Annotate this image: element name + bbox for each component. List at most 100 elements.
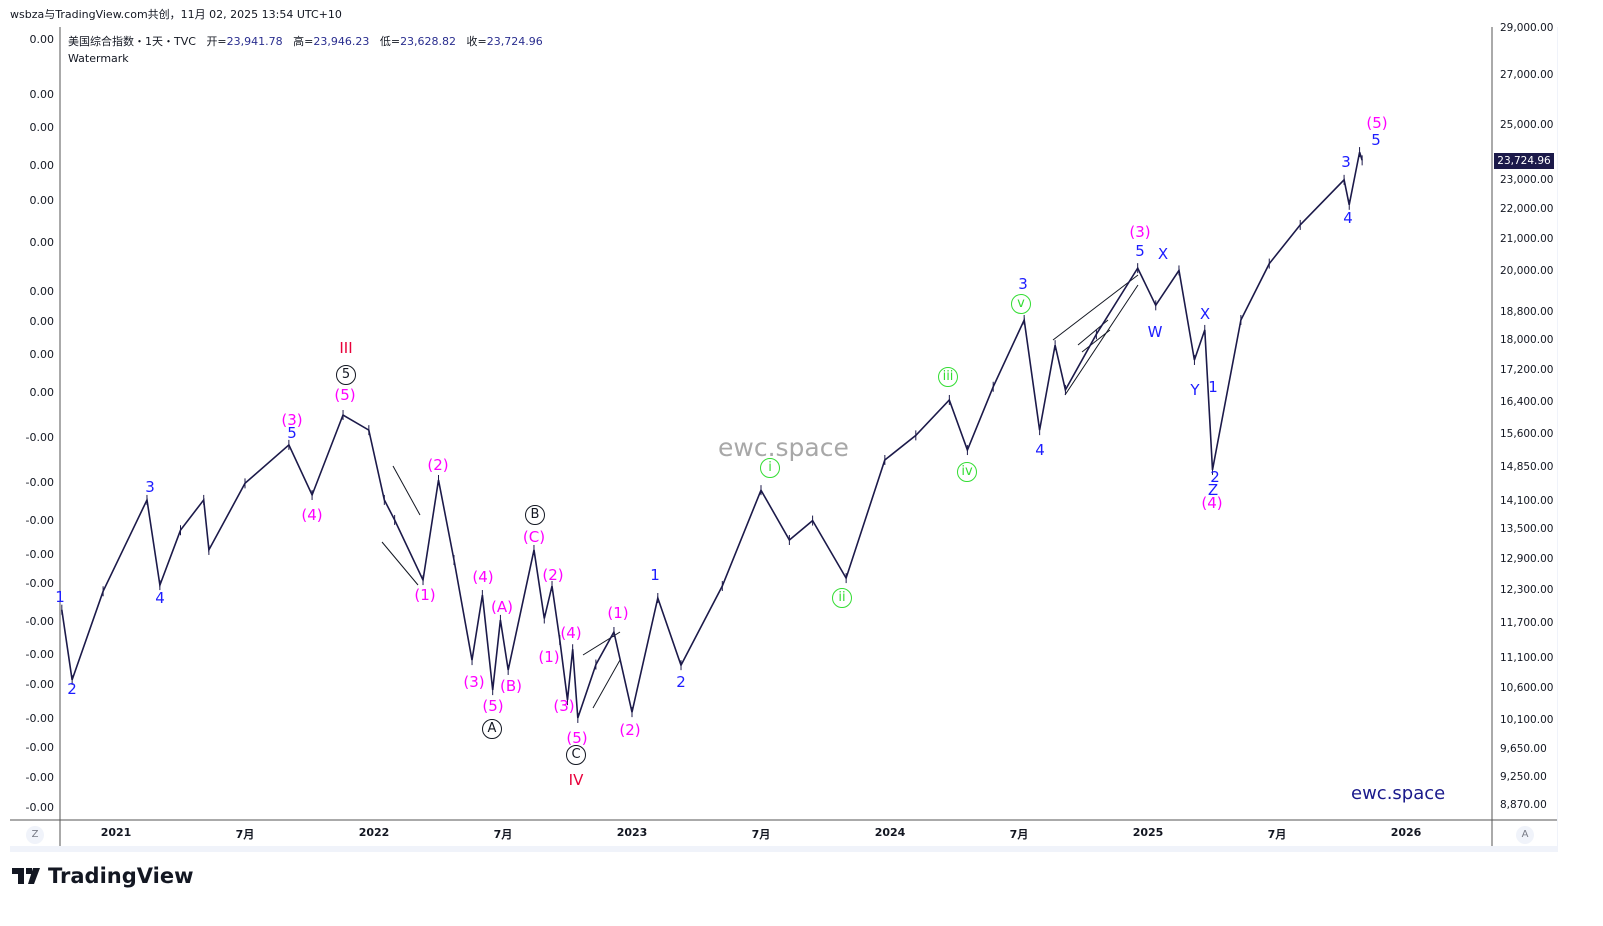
left-tick-label: 0.00: [29, 348, 55, 361]
left-tick-label: 0.00: [29, 285, 55, 298]
wave-label[interactable]: (C): [522, 528, 546, 546]
left-tick-label: -0.00: [25, 678, 54, 691]
price-tick-label: 8,870.00: [1500, 798, 1547, 811]
left-tick-label: 0.00: [29, 315, 55, 328]
wave-label[interactable]: 3: [145, 478, 155, 496]
wave-label[interactable]: (5): [334, 386, 356, 404]
high-value: 23,946.23: [313, 35, 370, 48]
open-value: 23,941.78: [226, 35, 283, 48]
wave-label[interactable]: (4): [560, 624, 582, 642]
price-tick-label: 13,500.00: [1500, 523, 1554, 536]
wave-label[interactable]: Y: [1190, 381, 1200, 399]
time-tick-label: 2024: [874, 826, 906, 839]
wave-label[interactable]: (4): [301, 506, 323, 524]
wave-label[interactable]: X: [1199, 305, 1211, 323]
wave-label[interactable]: (1): [538, 648, 560, 666]
price-tick-label: 23,000.00: [1500, 173, 1554, 186]
price-tick-label: 14,100.00: [1500, 494, 1554, 507]
wave-label[interactable]: (5): [482, 697, 504, 715]
wave-label[interactable]: (1): [414, 586, 436, 604]
left-tick-label: -0.00: [25, 476, 54, 489]
wave-label[interactable]: (3): [463, 673, 485, 691]
price-tick-label: 12,900.00: [1500, 553, 1554, 566]
wave-label[interactable]: (4): [472, 568, 494, 586]
wave-label[interactable]: iii: [938, 367, 958, 387]
wave-label[interactable]: 5: [1135, 242, 1145, 260]
chart-legend: 美国综合指数・1天・TVC 开=23,941.78 高=23,946.23 低=…: [68, 35, 543, 65]
time-tick-label: 7月: [1267, 828, 1287, 841]
wave-label[interactable]: iv: [957, 462, 977, 482]
price-tick-label: 21,000.00: [1500, 233, 1554, 246]
time-tick-label: 2022: [358, 826, 390, 839]
left-tick-label: -0.00: [25, 431, 54, 444]
price-line: [61, 151, 1363, 719]
price-tick-label: 18,000.00: [1500, 334, 1554, 347]
wave-label[interactable]: 4: [1343, 209, 1353, 227]
price-tick-label: 11,700.00: [1500, 617, 1554, 630]
wave-label[interactable]: A: [482, 719, 502, 739]
wave-label[interactable]: (2): [619, 721, 641, 739]
auto-scale-button[interactable]: A: [1516, 826, 1534, 844]
wave-label[interactable]: 1: [1208, 378, 1218, 396]
wave-label[interactable]: IV: [568, 771, 584, 789]
wave-label[interactable]: 5: [336, 365, 356, 385]
wave-label[interactable]: 4: [1035, 441, 1045, 459]
wave-label[interactable]: Z: [1207, 481, 1219, 499]
price-tick-label: 9,650.00: [1500, 743, 1547, 756]
wave-label[interactable]: 5: [1371, 131, 1381, 149]
wave-label[interactable]: (B): [500, 677, 522, 695]
low-value: 23,628.82: [400, 35, 457, 48]
wave-label[interactable]: (3): [553, 697, 575, 715]
left-tick-label: -0.00: [25, 577, 54, 590]
wave-label[interactable]: (5): [1366, 114, 1388, 132]
time-tick-label: 7月: [1009, 828, 1029, 841]
price-tick-label: 27,000.00: [1500, 68, 1554, 81]
wave-label[interactable]: (2): [427, 456, 449, 474]
wave-label[interactable]: (A): [491, 598, 513, 616]
wave-label[interactable]: 2: [1210, 468, 1220, 486]
wave-label[interactable]: (3): [281, 411, 303, 429]
wave-label[interactable]: i: [760, 458, 780, 478]
wave-label[interactable]: 1: [55, 588, 65, 606]
price-series: [61, 147, 1363, 723]
price-tick-label: 11,100.00: [1500, 651, 1554, 664]
wave-label[interactable]: 5: [287, 424, 297, 442]
wave-label[interactable]: (3): [1129, 223, 1151, 241]
time-tick-label: 2026: [1390, 826, 1422, 839]
wave-label[interactable]: X: [1157, 245, 1169, 263]
wave-label[interactable]: (2): [542, 566, 564, 584]
chart-frame: [10, 27, 1558, 852]
price-tick-label: 20,000.00: [1500, 265, 1554, 278]
price-tick-label: 15,600.00: [1500, 428, 1554, 441]
left-tick-label: 0.00: [29, 33, 55, 46]
time-tick-label: 7月: [751, 828, 771, 841]
wave-label[interactable]: C: [566, 745, 586, 765]
price-tick-label: 25,000.00: [1500, 119, 1554, 131]
wave-label[interactable]: 4: [155, 589, 165, 607]
left-tick-label: -0.00: [25, 741, 54, 754]
tradingview-logo[interactable]: TradingView: [12, 864, 193, 888]
wave-label[interactable]: (5): [566, 729, 588, 747]
wave-label[interactable]: (1): [607, 604, 629, 622]
wave-label[interactable]: 3: [1018, 275, 1028, 293]
price-tick-label: 18,800.00: [1500, 305, 1554, 318]
symbol-label[interactable]: 美国综合指数・1天・TVC: [68, 35, 196, 48]
wave-label[interactable]: 3: [1341, 153, 1351, 171]
wave-label[interactable]: 2: [676, 673, 686, 691]
left-tick-label: 0.00: [29, 88, 55, 101]
chart-caption: wsbza与TradingView.com共创，11月 02, 2025 13:…: [10, 8, 342, 21]
wave-label[interactable]: 1: [650, 566, 660, 584]
watermark-indicator-label[interactable]: Watermark: [68, 52, 129, 65]
wave-label[interactable]: (4): [1201, 494, 1223, 512]
price-tick-label: 14,850.00: [1500, 460, 1554, 473]
wave-label[interactable]: B: [525, 505, 545, 525]
wave-label[interactable]: W: [1147, 323, 1163, 341]
tradingview-logo-icon: [12, 868, 40, 884]
wave-label[interactable]: v: [1011, 294, 1031, 314]
timezone-z-button[interactable]: Z: [26, 826, 44, 844]
wave-label[interactable]: 2: [67, 680, 77, 698]
wave-label[interactable]: ii: [832, 588, 852, 608]
wave-label[interactable]: III: [339, 339, 353, 357]
time-tick-label: 2023: [616, 826, 648, 839]
